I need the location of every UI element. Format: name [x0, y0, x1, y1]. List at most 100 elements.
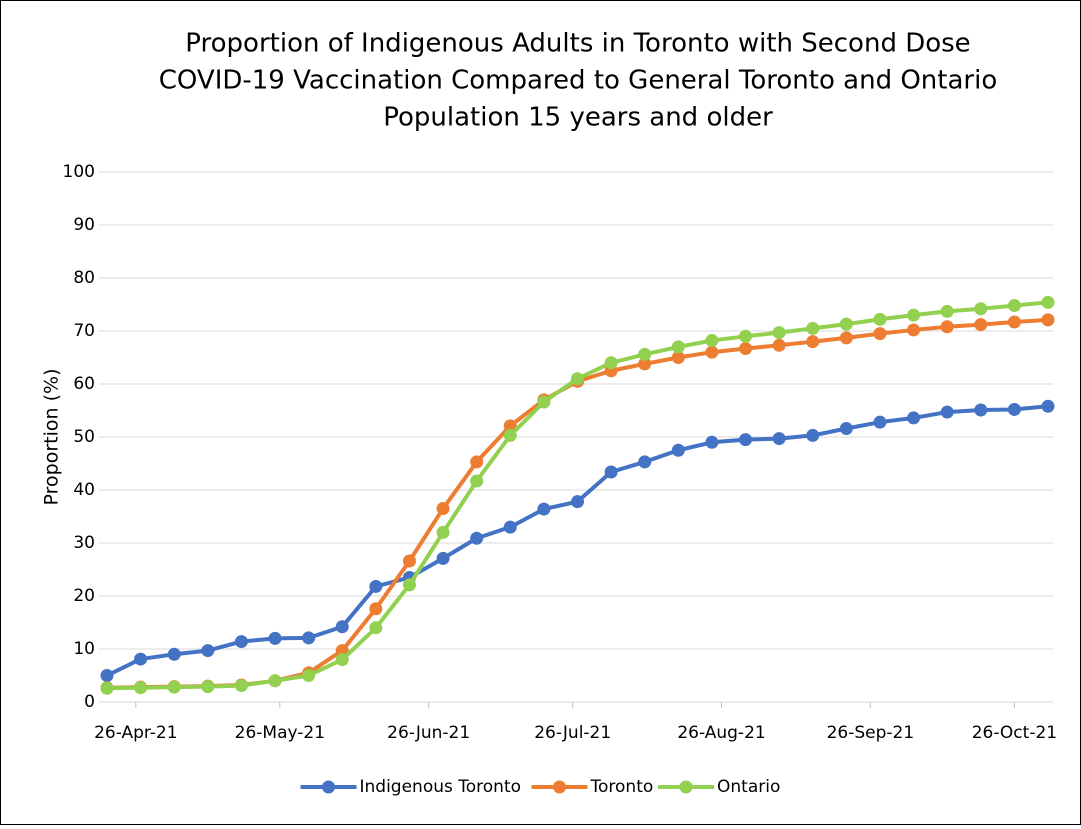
data-point: [134, 652, 148, 666]
data-point: [402, 554, 416, 568]
chart-title: Proportion of Indigenous Adults in Toron…: [185, 29, 970, 59]
data-point: [873, 312, 887, 326]
data-point: [335, 653, 349, 667]
y-tick-label: 80: [73, 268, 95, 288]
data-point: [201, 644, 215, 658]
data-point: [671, 351, 685, 364]
data-point: [436, 551, 450, 565]
data-point: [1041, 295, 1055, 309]
data-point: [940, 405, 954, 419]
data-point: [940, 304, 954, 318]
data-point: [739, 341, 753, 355]
x-tick-label: 26-Aug-21: [677, 723, 765, 743]
data-point: [470, 474, 484, 488]
data-point: [369, 579, 383, 593]
data-point: [839, 422, 853, 436]
data-point: [268, 674, 282, 688]
y-tick-label: 90: [73, 215, 95, 235]
data-point: [671, 340, 685, 354]
data-point: [705, 435, 719, 449]
y-tick-label: 0: [84, 692, 95, 712]
legend-label: Toronto: [590, 777, 654, 797]
data-point: [772, 432, 786, 446]
y-tick-label: 50: [73, 427, 95, 447]
legend-marker: [679, 780, 693, 794]
data-point: [100, 669, 114, 682]
y-tick-label: 20: [73, 586, 95, 606]
data-point: [503, 419, 517, 433]
data-point: [907, 411, 921, 425]
data-point: [974, 318, 988, 332]
legend-label: Ontario: [717, 777, 780, 797]
data-point: [302, 631, 316, 645]
data-point: [705, 334, 719, 348]
data-point: [974, 403, 988, 417]
legend-marker: [322, 780, 335, 794]
data-point: [907, 308, 921, 322]
data-point: [470, 455, 484, 469]
data-point: [470, 531, 484, 545]
legend-label: Indigenous Toronto: [360, 777, 522, 797]
y-tick-label: 10: [73, 639, 95, 659]
data-point: [772, 338, 786, 352]
data-point: [537, 502, 551, 516]
data-point: [537, 395, 551, 409]
data-point: [873, 415, 887, 429]
x-tick-label: 26-Jun-21: [387, 723, 470, 743]
data-point: [604, 465, 618, 479]
data-point: [1007, 299, 1021, 313]
data-point: [503, 428, 517, 442]
data-point: [739, 329, 753, 343]
legend-marker: [553, 780, 566, 794]
data-point: [1007, 315, 1021, 329]
data-point: [638, 455, 652, 469]
data-point: [671, 443, 685, 457]
y-tick-label: 100: [63, 162, 95, 182]
chart-title: COVID-19 Vaccination Compared to General…: [159, 66, 997, 96]
data-point: [1041, 399, 1055, 413]
data-point: [369, 602, 383, 616]
data-point: [839, 317, 853, 331]
data-point: [638, 347, 652, 361]
data-point: [638, 357, 652, 371]
data-point: [739, 433, 753, 447]
chart-title: Population 15 years and older: [383, 103, 773, 133]
data-point: [436, 525, 450, 539]
data-point: [167, 680, 181, 694]
data-point: [907, 323, 921, 337]
data-point: [974, 302, 988, 316]
data-point: [571, 495, 584, 509]
data-point: [571, 372, 584, 386]
data-point: [806, 321, 820, 335]
y-tick-label: 30: [73, 533, 95, 553]
data-point: [335, 620, 349, 634]
data-point: [436, 502, 450, 516]
data-point: [268, 631, 282, 645]
data-point: [402, 578, 416, 592]
data-point: [705, 345, 719, 359]
data-point: [302, 669, 316, 682]
x-tick-label: 26-Apr-21: [94, 723, 177, 743]
y-tick-label: 60: [73, 374, 95, 394]
data-point: [503, 520, 517, 534]
data-point: [1041, 313, 1055, 327]
data-point: [201, 680, 215, 694]
data-point: [369, 621, 383, 635]
data-point: [100, 681, 114, 695]
data-point: [234, 679, 248, 693]
data-point: [1007, 402, 1021, 416]
x-tick-label: 26-Jul-21: [534, 723, 611, 743]
data-point: [806, 428, 820, 442]
data-point: [134, 681, 148, 695]
data-point: [167, 647, 181, 661]
data-point: [839, 331, 853, 345]
data-point: [873, 327, 887, 341]
data-point: [772, 326, 786, 340]
x-tick-label: 26-Oct-21: [972, 723, 1057, 743]
data-point: [940, 320, 954, 334]
y-axis-title: Proportion (%): [41, 369, 63, 506]
data-point: [806, 335, 820, 349]
data-point: [604, 356, 618, 370]
y-tick-label: 40: [73, 480, 95, 500]
